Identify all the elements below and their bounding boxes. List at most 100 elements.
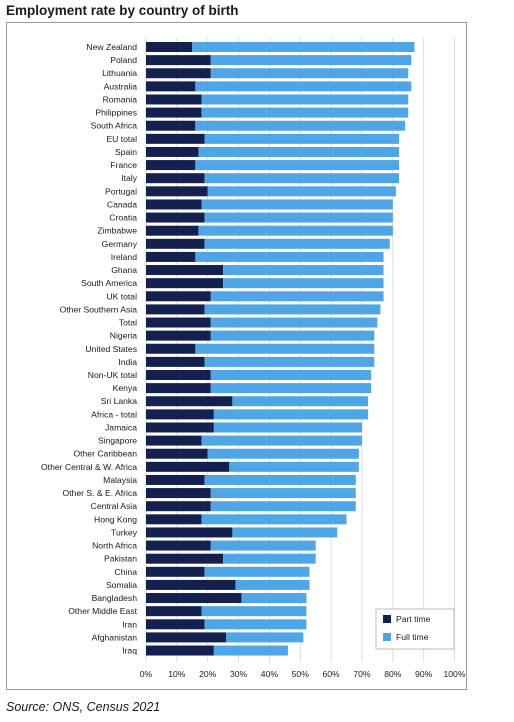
bar-part-time xyxy=(146,81,196,92)
category-label: Iran xyxy=(122,619,137,629)
category-label: Nigeria xyxy=(110,331,137,341)
bar-part-time xyxy=(146,68,211,79)
bar-part-time xyxy=(146,448,208,459)
x-tick-label: 100% xyxy=(444,669,466,679)
bar-part-time xyxy=(146,55,211,66)
bar-full-time xyxy=(223,278,384,289)
bar-part-time xyxy=(146,593,242,604)
bar-full-time xyxy=(195,343,375,354)
bar-full-time xyxy=(195,160,399,171)
bar-part-time xyxy=(146,330,211,341)
bar-part-time xyxy=(146,107,202,118)
bar-part-time xyxy=(146,474,205,485)
category-label: Italy xyxy=(121,173,137,183)
category-label: North Africa xyxy=(92,541,137,551)
x-tick-label: 70% xyxy=(353,669,371,679)
bar-part-time xyxy=(146,461,230,472)
bar-part-time xyxy=(146,251,196,262)
bar-full-time xyxy=(210,501,356,512)
bar-part-time xyxy=(146,409,214,420)
category-label: Ghana xyxy=(111,265,137,275)
bar-full-time xyxy=(204,356,375,367)
bar-full-time xyxy=(195,81,412,92)
bar-part-time xyxy=(146,278,224,289)
category-label: Other Middle East xyxy=(68,606,137,616)
bar-part-time xyxy=(146,566,205,577)
chart-frame xyxy=(6,22,467,690)
category-label: Malaysia xyxy=(103,475,137,485)
bar-part-time xyxy=(146,212,205,223)
category-label: New Zealand xyxy=(86,42,137,52)
bar-part-time xyxy=(146,540,211,551)
bar-part-time xyxy=(146,553,224,564)
x-tick-label: 40% xyxy=(261,669,279,679)
bar-full-time xyxy=(204,304,381,315)
bar-part-time xyxy=(146,94,202,105)
bar-part-time xyxy=(146,173,205,184)
bar-part-time xyxy=(146,291,211,302)
bar-full-time xyxy=(210,540,316,551)
source-note: Source: ONS, Census 2021 xyxy=(6,700,161,714)
category-label: Iraq xyxy=(122,646,137,656)
bar-full-time xyxy=(201,606,307,617)
bar-full-time xyxy=(223,553,316,564)
bar-full-time xyxy=(235,579,310,590)
category-label: Kenya xyxy=(113,383,138,393)
bar-full-time xyxy=(201,199,393,210)
x-tick-label: 50% xyxy=(292,669,310,679)
bar-full-time xyxy=(232,527,338,538)
category-label: Somalia xyxy=(106,580,137,590)
bar-part-time xyxy=(146,160,196,171)
bar-part-time xyxy=(146,42,193,52)
category-label: Zimbabwe xyxy=(97,226,137,236)
category-label: Croatia xyxy=(109,213,137,223)
x-tick-label: 0% xyxy=(140,669,153,679)
bar-part-time xyxy=(146,435,202,446)
bar-full-time xyxy=(195,120,406,131)
bar-full-time xyxy=(223,265,384,276)
bar-part-time xyxy=(146,356,205,367)
category-label: Romania xyxy=(103,94,138,104)
bar-full-time xyxy=(210,488,356,499)
bar-full-time xyxy=(210,370,372,380)
category-label: Bangladesh xyxy=(92,593,138,603)
bar-part-time xyxy=(146,265,224,276)
bar-full-time xyxy=(207,448,359,459)
bar-part-time xyxy=(146,645,214,656)
bar-full-time xyxy=(207,186,396,197)
bar-full-time xyxy=(229,461,359,472)
bar-part-time xyxy=(146,383,211,394)
category-label: South America xyxy=(81,278,137,288)
category-label: Singapore xyxy=(98,436,137,446)
category-label: Other Southern Asia xyxy=(60,304,138,314)
category-label: Lithuania xyxy=(102,68,137,78)
bar-full-time xyxy=(213,409,369,420)
bar-part-time xyxy=(146,199,202,210)
bar-part-time xyxy=(146,304,205,315)
bar-full-time xyxy=(204,133,399,144)
category-label: Sri Lanka xyxy=(101,396,138,406)
bar-full-time xyxy=(201,435,362,446)
bar-part-time xyxy=(146,396,233,407)
bar-part-time xyxy=(146,422,214,433)
bar-part-time xyxy=(146,238,205,249)
x-tick-label: 20% xyxy=(199,669,217,679)
category-label: Other Central & W. Africa xyxy=(41,462,137,472)
legend-label-full-time: Full time xyxy=(396,632,429,642)
bar-part-time xyxy=(146,501,211,512)
legend-label-part-time: Part time xyxy=(396,614,431,624)
bar-full-time xyxy=(204,566,310,577)
bar-full-time xyxy=(198,225,393,236)
category-label: Other Caribbean xyxy=(73,449,137,459)
bar-part-time xyxy=(146,317,211,328)
bar-full-time xyxy=(213,645,288,656)
chart-title: Employment rate by country of birth xyxy=(6,3,239,18)
x-tick-label: 60% xyxy=(322,669,340,679)
category-label: South Africa xyxy=(91,121,138,131)
bar-full-time xyxy=(195,251,384,262)
category-label: Pakistan xyxy=(104,554,137,564)
bar-full-time xyxy=(204,212,393,223)
bar-full-time xyxy=(241,593,307,604)
category-label: Jamaica xyxy=(105,422,137,432)
